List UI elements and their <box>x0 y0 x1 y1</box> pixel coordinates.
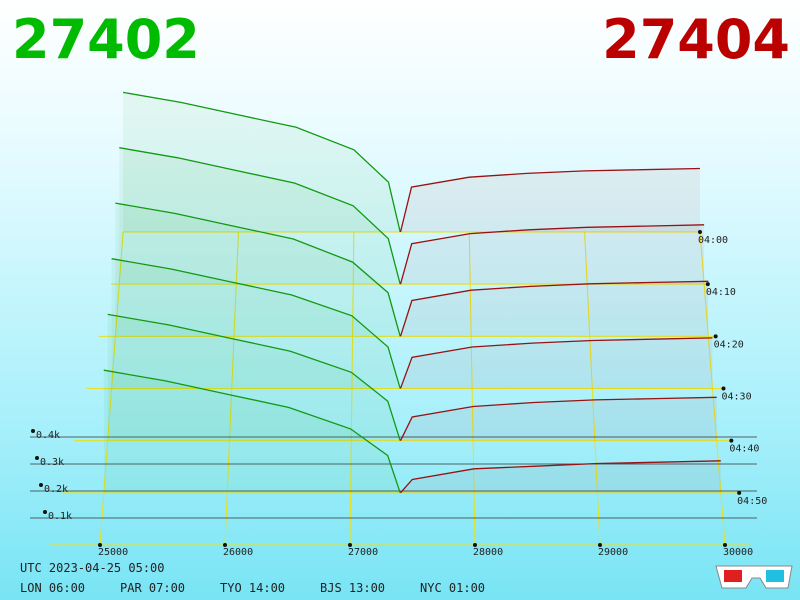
bid-depth <box>119 147 401 285</box>
clock: PAR 07:00 <box>120 581 185 595</box>
tick-mark <box>723 543 727 547</box>
tick-mark <box>98 543 102 547</box>
bid-depth <box>107 313 401 441</box>
tick-mark <box>721 386 726 391</box>
x-tick-label: 25000 <box>98 547 128 558</box>
x-tick-label: 27000 <box>348 547 378 558</box>
x-tick-label: 29000 <box>598 547 628 558</box>
tick-mark <box>31 429 35 433</box>
tick-mark <box>39 483 43 487</box>
z-tick-label: 0.1k <box>48 511 72 522</box>
time-tick-label: 04:50 <box>737 496 767 507</box>
tick-mark <box>598 543 602 547</box>
ask-depth <box>399 224 705 285</box>
time-tick-label: 04:40 <box>729 444 759 455</box>
bid-depth-fill <box>111 258 401 389</box>
clock: BJS 13:00 <box>320 581 385 595</box>
bid-depth-fill <box>103 370 401 493</box>
bid-depth <box>115 202 401 337</box>
ask-depth <box>399 396 717 441</box>
ask-depth <box>400 460 721 494</box>
x-tick-label: 26000 <box>223 547 253 558</box>
tick-mark <box>223 543 227 547</box>
ask-depth-fill <box>400 281 709 337</box>
tick-mark <box>729 438 734 443</box>
tick-mark <box>35 456 39 460</box>
tick-mark <box>737 490 742 495</box>
bid-depth <box>111 258 401 389</box>
x-tick-label: 30000 <box>723 547 753 558</box>
ask-depth <box>399 337 713 389</box>
ask-depth-fill <box>400 224 705 285</box>
tick-mark <box>473 543 477 547</box>
ask-depth <box>399 280 709 337</box>
clock: TYO 14:00 <box>220 581 285 595</box>
bid-depth <box>122 91 401 233</box>
ask-price: 27404 <box>602 8 790 71</box>
tick-mark <box>705 282 710 287</box>
time-tick-label: 04:30 <box>721 392 751 403</box>
tick-mark <box>348 543 352 547</box>
bid-depth <box>103 369 401 494</box>
bid-depth-fill <box>119 147 401 285</box>
tick-mark <box>713 334 718 339</box>
ask-depth <box>399 167 701 233</box>
time-tick-label: 04:20 <box>714 339 744 350</box>
clock: NYC 01:00 <box>420 581 485 595</box>
ask-depth-fill <box>400 337 713 389</box>
bid-depth-fill <box>107 314 401 441</box>
z-tick-label: 0.2k <box>44 484 68 495</box>
time-tick-label: 04:00 <box>698 235 728 246</box>
ask-depth-fill <box>400 168 700 232</box>
time-tick-label: 04:10 <box>706 287 736 298</box>
ask-depth-fill <box>400 397 717 441</box>
plot: 25000 26000 27000 28000 29000 30000 0.1k 0.2k 0.… <box>30 91 767 558</box>
z-tick-label: 0.3k <box>40 457 64 468</box>
x-tick-label: 28000 <box>473 547 503 558</box>
bid-price: 27402 <box>12 8 200 71</box>
bid-depth-fill <box>115 203 401 337</box>
glasses-icon <box>715 565 793 589</box>
z-tick-label: 0.4k <box>36 430 60 441</box>
tick-mark <box>697 230 702 234</box>
tick-mark <box>43 510 47 514</box>
utc-time: UTC 2023-04-25 05:00 <box>20 561 165 575</box>
clock: LON 06:00 <box>20 581 85 595</box>
